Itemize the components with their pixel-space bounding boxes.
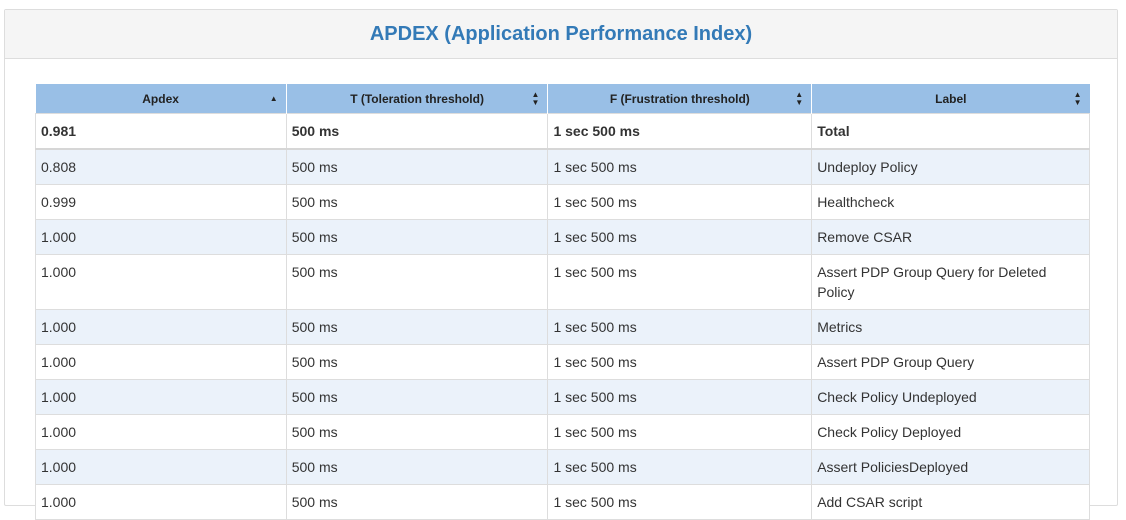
cell-frustration: 1 sec 500 ms xyxy=(547,414,813,450)
cell-apdex: 1.000 xyxy=(35,414,287,450)
panel-title: APDEX (Application Performance Index) xyxy=(369,22,753,45)
cell-label: Remove CSAR xyxy=(811,219,1090,255)
table-row: 1.000 500 ms 1 sec 500 ms Remove CSAR xyxy=(35,219,1090,255)
cell-frustration: 1 sec 500 ms xyxy=(547,148,813,185)
cell-apdex: 1.000 xyxy=(35,449,287,485)
cell-toleration: 500 ms xyxy=(285,484,549,520)
table-row: 1.000 500 ms 1 sec 500 ms Check Policy U… xyxy=(35,379,1090,415)
column-header-toleration[interactable]: T (Toleration threshold) ▲ ▼ xyxy=(286,84,549,114)
cell-label: Assert PoliciesDeployed xyxy=(811,449,1090,485)
panel-heading: APDEX (Application Performance Index) xyxy=(5,10,1117,59)
table-row: 1.000 500 ms 1 sec 500 ms Add CSAR scrip… xyxy=(35,484,1090,520)
cell-frustration: 1 sec 500 ms xyxy=(547,184,813,220)
cell-toleration: 500 ms xyxy=(285,219,549,255)
table-row: 1.000 500 ms 1 sec 500 ms Assert PDP Gro… xyxy=(35,254,1090,310)
table-row: 1.000 500 ms 1 sec 500 ms Check Policy D… xyxy=(35,414,1090,450)
cell-frustration: 1 sec 500 ms xyxy=(547,379,813,415)
cell-label: Check Policy Deployed xyxy=(811,414,1090,450)
table-row: 1.000 500 ms 1 sec 500 ms Metrics xyxy=(35,309,1090,345)
apdex-table: Apdex ▲ T (Toleration threshold) ▲ ▼ F (F… xyxy=(35,84,1090,520)
column-header-label-col[interactable]: Label ▲ ▼ xyxy=(811,84,1090,114)
cell-toleration: 500 ms xyxy=(285,254,549,310)
cell-frustration: 1 sec 500 ms xyxy=(547,449,813,485)
column-header-label: Apdex xyxy=(142,91,179,106)
cell-apdex: 1.000 xyxy=(35,379,287,415)
column-header-label: F (Frustration threshold) xyxy=(609,91,750,106)
sort-both-icon: ▲ ▼ xyxy=(531,89,540,107)
table-row: 0.808 500 ms 1 sec 500 ms Undeploy Polic… xyxy=(35,148,1090,185)
table-row: 1.000 500 ms 1 sec 500 ms Assert PDP Gro… xyxy=(35,344,1090,380)
cell-frustration: 1 sec 500 ms xyxy=(547,344,813,380)
cell-apdex: 1.000 xyxy=(35,219,287,255)
column-header-label: T (Toleration threshold) xyxy=(350,91,484,106)
cell-apdex: 1.000 xyxy=(35,309,287,345)
cell-toleration: 500 ms xyxy=(285,379,549,415)
cell-toleration: 500 ms xyxy=(285,184,549,220)
cell-toleration: 500 ms xyxy=(285,309,549,345)
table-body: 0.981 500 ms 1 sec 500 ms Total 0.808 50… xyxy=(35,113,1090,520)
cell-label: Check Policy Undeployed xyxy=(811,379,1090,415)
cell-apdex: 1.000 xyxy=(35,484,287,520)
column-header-apdex[interactable]: Apdex ▲ xyxy=(35,84,287,114)
apdex-panel: APDEX (Application Performance Index) Ap… xyxy=(4,9,1118,520)
table-row: 0.999 500 ms 1 sec 500 ms Healthcheck xyxy=(35,184,1090,220)
cell-apdex: 0.981 xyxy=(35,113,287,150)
sort-both-icon: ▲ ▼ xyxy=(795,89,804,107)
sort-both-icon: ▲ ▼ xyxy=(1073,89,1082,107)
cell-toleration: 500 ms xyxy=(285,449,549,485)
cell-label: Undeploy Policy xyxy=(811,148,1090,185)
table-header: Apdex ▲ T (Toleration threshold) ▲ ▼ F (F… xyxy=(35,84,1090,114)
cell-label: Assert PDP Group Query xyxy=(811,344,1090,380)
cell-frustration: 1 sec 500 ms xyxy=(547,254,813,310)
cell-frustration: 1 sec 500 ms xyxy=(547,309,813,345)
cell-frustration: 1 sec 500 ms xyxy=(547,113,813,150)
cell-toleration: 500 ms xyxy=(285,113,549,150)
table-row: 1.000 500 ms 1 sec 500 ms Assert Policie… xyxy=(35,449,1090,485)
cell-apdex: 0.808 xyxy=(35,148,287,185)
cell-apdex: 1.000 xyxy=(35,254,287,310)
column-header-frustration[interactable]: F (Frustration threshold) ▲ ▼ xyxy=(547,84,813,114)
cell-label: Add CSAR script xyxy=(811,484,1090,520)
cell-frustration: 1 sec 500 ms xyxy=(547,219,813,255)
cell-toleration: 500 ms xyxy=(285,414,549,450)
sort-asc-icon: ▲ xyxy=(269,93,278,103)
total-row: 0.981 500 ms 1 sec 500 ms Total xyxy=(35,113,1090,150)
cell-label: Total xyxy=(811,113,1090,150)
column-header-label: Label xyxy=(935,91,967,106)
cell-frustration: 1 sec 500 ms xyxy=(547,484,813,520)
cell-apdex: 0.999 xyxy=(35,184,287,220)
cell-apdex: 1.000 xyxy=(35,344,287,380)
cell-toleration: 500 ms xyxy=(285,148,549,185)
cell-toleration: 500 ms xyxy=(285,344,549,380)
cell-label: Healthcheck xyxy=(811,184,1090,220)
cell-label: Assert PDP Group Query for Deleted Polic… xyxy=(811,254,1090,310)
cell-label: Metrics xyxy=(811,309,1090,345)
